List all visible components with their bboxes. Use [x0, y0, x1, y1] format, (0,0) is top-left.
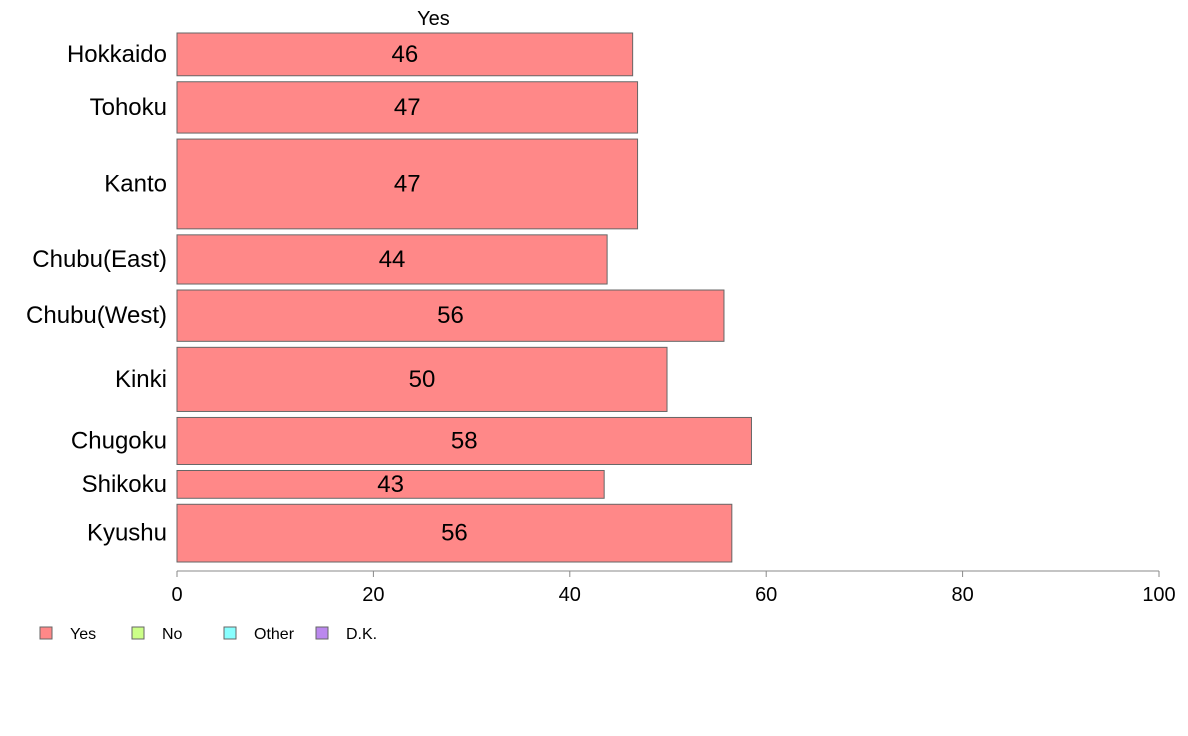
legend-label: No [162, 626, 183, 643]
bar-value-label: 43 [377, 471, 404, 498]
legend-swatch-dk [315, 626, 329, 640]
legend: Yes No Other D.K. [39, 626, 377, 643]
legend-swatch-no [131, 626, 145, 640]
bar-value-label: 47 [394, 170, 421, 197]
x-tick-label: 0 [171, 584, 182, 606]
x-axis: 0 20 40 60 80 100 [171, 570, 1176, 606]
category-label: Kanto [104, 170, 167, 197]
bar-value-label: 56 [437, 302, 464, 329]
category-label: Kinki [115, 366, 167, 393]
x-tick-label: 60 [755, 584, 777, 606]
bar-yes-shikoku [176, 469, 605, 499]
category-label: Hokkaido [67, 41, 167, 68]
legend-swatch-other [223, 626, 237, 640]
x-tick-label: 40 [559, 584, 581, 606]
category-label: Tohoku [90, 94, 167, 121]
bar-yes-chubu(west) [176, 289, 725, 342]
bar-value-label: 44 [379, 246, 406, 273]
category-label: Chubu(West) [26, 302, 167, 329]
x-tick-label: 100 [1142, 584, 1175, 606]
bar-value-label: 58 [451, 427, 478, 454]
legend-label: D.K. [346, 626, 377, 643]
category-label: Chugoku [71, 427, 167, 454]
series-heading: Yes [417, 8, 450, 30]
bar-yes-kanto [176, 138, 639, 230]
bar-value-label: 46 [391, 41, 418, 68]
category-label: Shikoku [82, 471, 167, 498]
bar-yes-chubu(east) [176, 234, 608, 285]
legend-label: Other [254, 626, 295, 643]
bar-value-label: 47 [394, 94, 421, 121]
bar-yes-chugoku [176, 416, 752, 465]
legend-label: Yes [70, 626, 96, 643]
bar-yes-kyushu [176, 503, 733, 563]
x-tick-label: 80 [951, 584, 973, 606]
category-label: Chubu(East) [32, 246, 167, 273]
bar-yes-hokkaido [176, 32, 634, 77]
legend-swatch-yes [39, 626, 53, 640]
bar-yes-kinki [176, 346, 668, 412]
x-tick-label: 20 [362, 584, 384, 606]
bar-value-label: 56 [441, 520, 468, 547]
bar-value-label: 50 [409, 366, 436, 393]
bars-group: 46 Hokkaido 47 Tohoku 47 Kanto 44 Chubu(East) 56… [26, 32, 752, 563]
bar-yes-tohoku [176, 81, 639, 134]
category-label: Kyushu [87, 520, 167, 547]
